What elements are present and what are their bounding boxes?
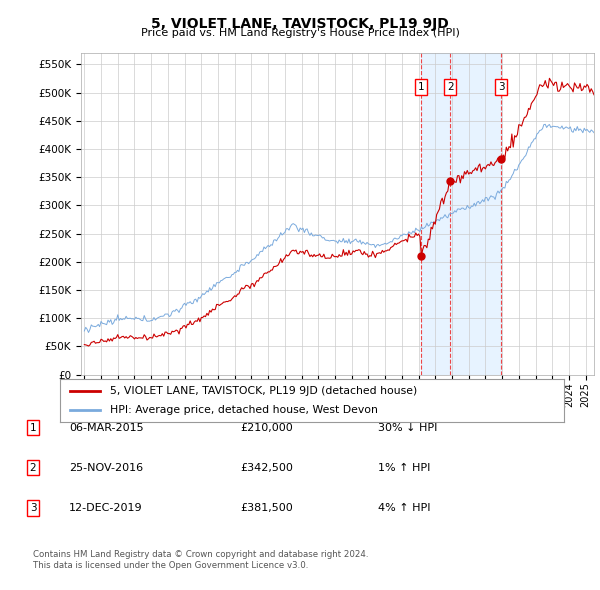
Bar <box>421 53 501 375</box>
Text: 25-NOV-2016: 25-NOV-2016 <box>69 463 143 473</box>
Text: 2: 2 <box>29 463 37 473</box>
Text: 06-MAR-2015: 06-MAR-2015 <box>69 423 143 432</box>
Text: 1: 1 <box>29 423 37 432</box>
Text: 1: 1 <box>418 82 425 92</box>
Text: 12-DEC-2019: 12-DEC-2019 <box>69 503 143 513</box>
Text: £381,500: £381,500 <box>240 503 293 513</box>
Text: Price paid vs. HM Land Registry's House Price Index (HPI): Price paid vs. HM Land Registry's House … <box>140 28 460 38</box>
Text: HPI: Average price, detached house, West Devon: HPI: Average price, detached house, West… <box>110 405 378 415</box>
Text: 3: 3 <box>29 503 37 513</box>
Text: 4% ↑ HPI: 4% ↑ HPI <box>378 503 431 513</box>
Text: Contains HM Land Registry data © Crown copyright and database right 2024.: Contains HM Land Registry data © Crown c… <box>33 550 368 559</box>
Text: 3: 3 <box>498 82 505 92</box>
Text: 5, VIOLET LANE, TAVISTOCK, PL19 9JD (detached house): 5, VIOLET LANE, TAVISTOCK, PL19 9JD (det… <box>110 386 418 396</box>
Text: £342,500: £342,500 <box>240 463 293 473</box>
Text: £210,000: £210,000 <box>240 423 293 432</box>
Text: This data is licensed under the Open Government Licence v3.0.: This data is licensed under the Open Gov… <box>33 560 308 569</box>
Text: 1% ↑ HPI: 1% ↑ HPI <box>378 463 430 473</box>
Text: 30% ↓ HPI: 30% ↓ HPI <box>378 423 437 432</box>
Text: 5, VIOLET LANE, TAVISTOCK, PL19 9JD: 5, VIOLET LANE, TAVISTOCK, PL19 9JD <box>151 17 449 31</box>
Text: 2: 2 <box>447 82 454 92</box>
